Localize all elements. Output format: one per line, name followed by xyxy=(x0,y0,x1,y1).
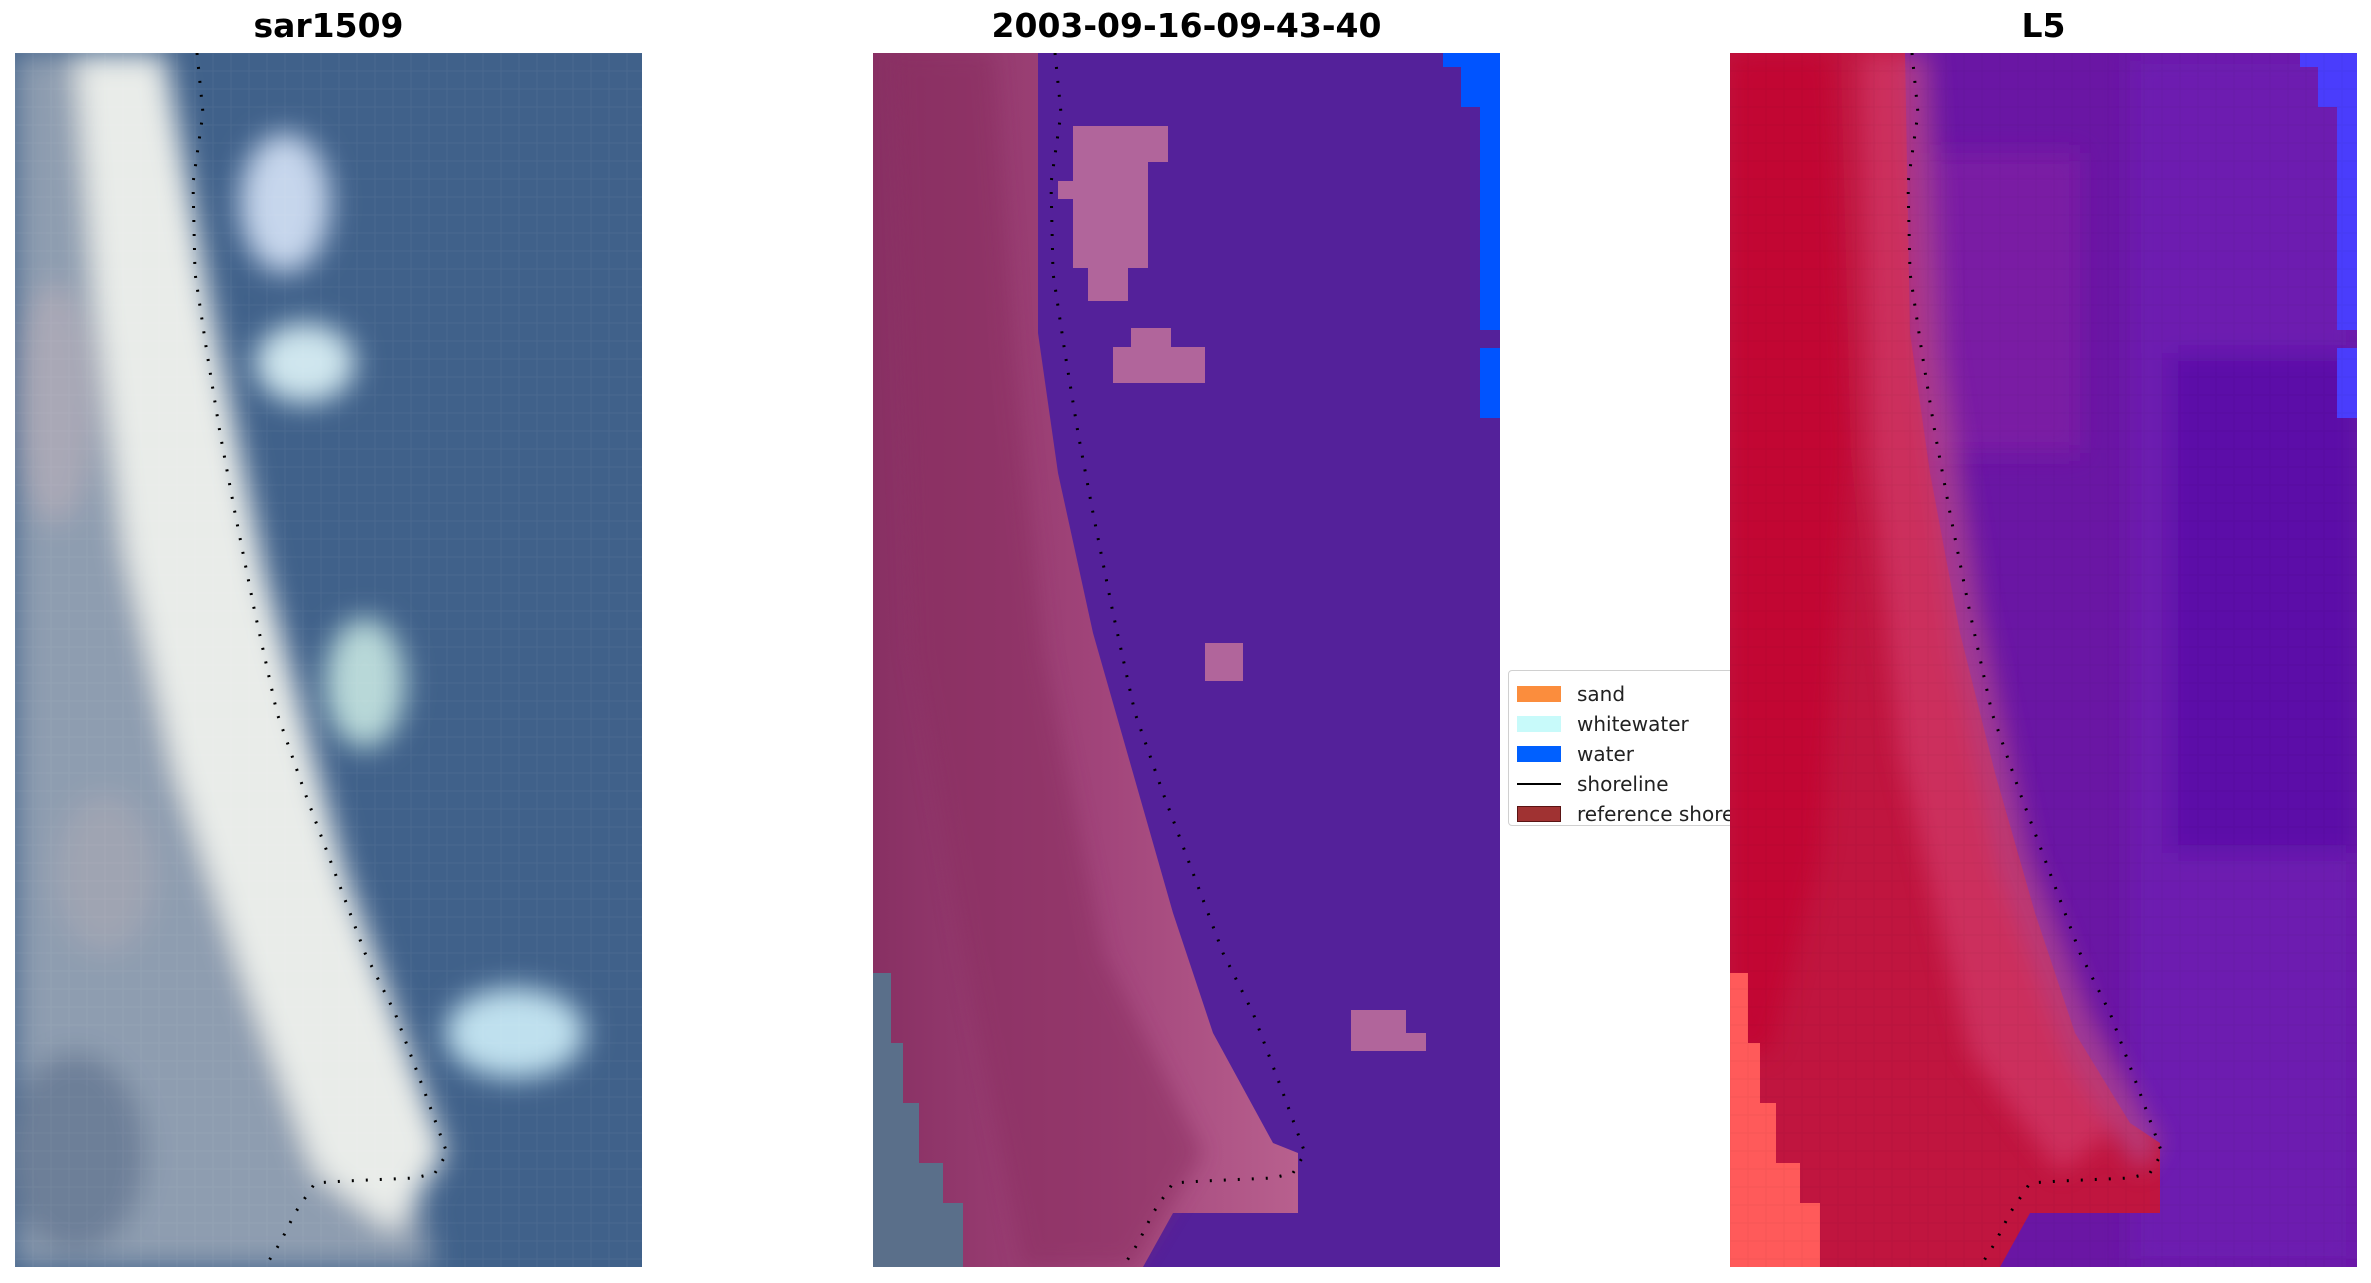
legend-item-shoreline: shoreline xyxy=(1517,769,1747,799)
classified-image-panel xyxy=(873,53,1500,1267)
classified-grey-corner xyxy=(873,973,963,1267)
satellite-image xyxy=(15,53,642,1267)
reference-buffer-swatch xyxy=(1517,806,1561,822)
whitewater-patches xyxy=(1058,126,1426,1051)
legend-item-water: water xyxy=(1517,739,1747,769)
panel-title-right: L5 xyxy=(2021,6,2066,45)
index-image-panel xyxy=(1730,53,2357,1267)
legend-item-whitewater: whitewater xyxy=(1517,709,1747,739)
sand-swatch xyxy=(1517,686,1561,702)
classified-sea-edge xyxy=(1443,53,1500,418)
water-swatch xyxy=(1517,746,1561,762)
classified-image xyxy=(873,53,1500,1267)
legend: sand whitewater water shoreline referenc… xyxy=(1508,670,1836,829)
legend-item-reference-shoreline-buffer: reference shoreline buffer xyxy=(1517,799,1836,829)
panel-title-left: sar1509 xyxy=(253,6,404,45)
whitewater-swatch xyxy=(1517,716,1561,732)
legend-label: whitewater xyxy=(1577,712,1689,736)
legend-label: shoreline xyxy=(1577,772,1669,796)
panel-title-middle: 2003-09-16-09-43-40 xyxy=(991,6,1382,45)
legend-label: water xyxy=(1577,742,1634,766)
shoreline-swatch xyxy=(1517,783,1561,785)
satellite-image-panel xyxy=(15,53,642,1267)
legend-label: sand xyxy=(1577,682,1626,706)
legend-item-sand: sand xyxy=(1517,679,1747,709)
index-image xyxy=(1730,53,2357,1267)
